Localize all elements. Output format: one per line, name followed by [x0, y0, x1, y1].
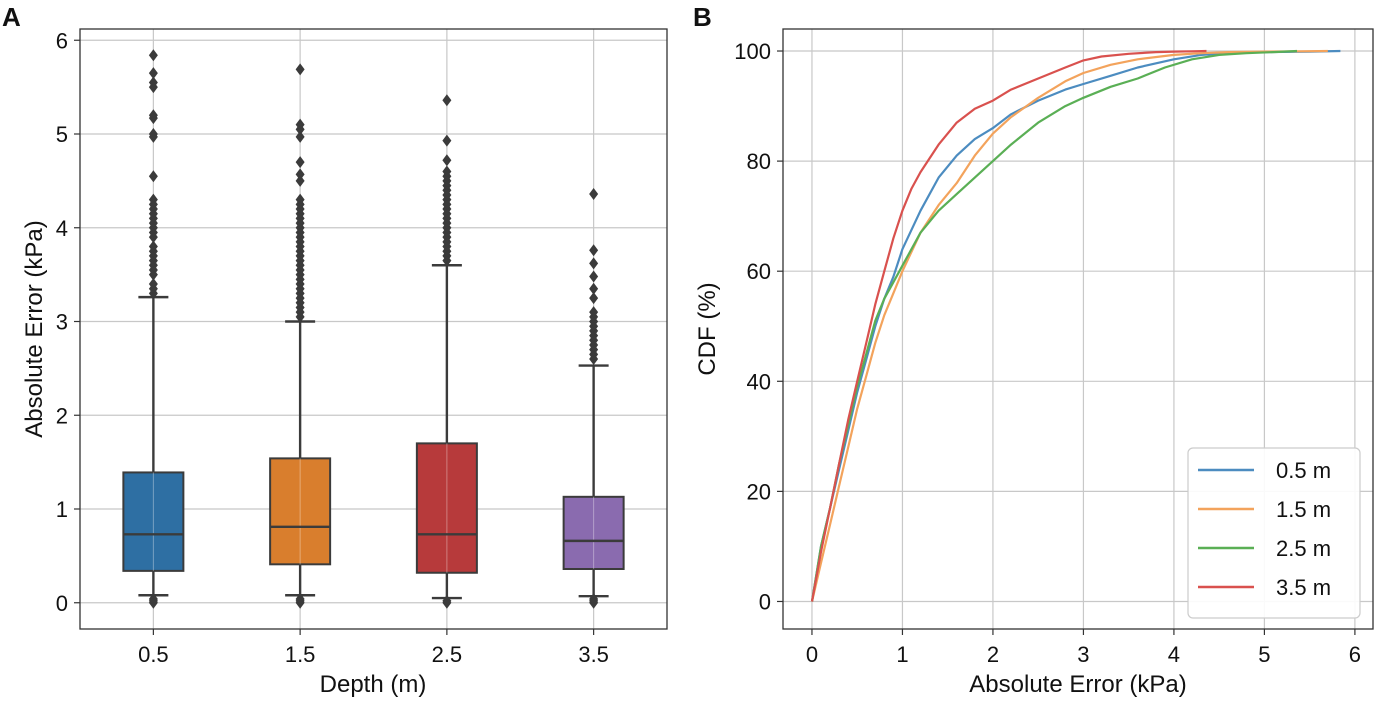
legend-box — [1187, 447, 1361, 619]
panel-b-legend: 0.5 m 1.5 m 2.5 m 3.5 m — [1187, 447, 1361, 619]
box-outlier-high — [442, 165, 452, 178]
legend-label: 1.5 m — [1276, 497, 1331, 522]
box-2.5 — [415, 94, 478, 609]
panel-a-xtick-label: 2.5 — [432, 642, 463, 667]
legend-label: 2.5 m — [1276, 536, 1331, 561]
panel-b-ytick-label: 20 — [747, 479, 771, 504]
box-outlier-low — [589, 593, 599, 605]
box-iqr — [122, 471, 185, 572]
box-outlier-low — [442, 594, 452, 607]
panel-b-ytick-label: 80 — [747, 149, 771, 174]
box-outlier-low — [148, 593, 158, 605]
panel-b-xtick-label: 2 — [987, 642, 999, 667]
panel-b-xtick-label: 4 — [1168, 642, 1180, 667]
box-outlier-high — [295, 130, 305, 143]
panel-a-xlabel: Depth (m) — [320, 671, 427, 698]
box-outlier-high — [295, 193, 305, 206]
panel-a-frame — [79, 28, 668, 630]
box-outlier-high — [148, 170, 158, 183]
box-iqr — [269, 457, 332, 566]
box-outlier-high — [148, 76, 158, 89]
panel-a-ytick-label: 6 — [56, 28, 68, 53]
panel-b-xtick-label: 0 — [806, 642, 818, 667]
cdf-line-0-5-m — [810, 49, 1341, 602]
panel-b-plot-area — [810, 49, 1341, 602]
box-outlier-high — [148, 49, 158, 62]
box-outlier-high — [589, 270, 599, 283]
box-outlier-high — [148, 278, 158, 290]
panel-a-xtick-label: 1.5 — [285, 642, 316, 667]
box-outlier-high — [295, 118, 305, 131]
panel-b-xtick-label: 5 — [1258, 642, 1270, 667]
panel-b-ytick-label: 40 — [747, 369, 771, 394]
box-outlier-high — [589, 244, 599, 257]
box-outlier-high — [148, 240, 158, 253]
panel-a-ylabel: Absolute Error (kPa) — [21, 220, 48, 437]
box-outlier-high — [442, 154, 452, 167]
panel-b-ytick-label: 60 — [747, 259, 771, 284]
panel-a-boxplot: A 0 1 2 3 4 5 6 0.5 1.5 2.5 3.5 Depth (m) Absolute… — [2, 2, 668, 698]
box-outlier-high — [589, 257, 599, 270]
box-outlier-high — [148, 109, 158, 122]
box-outlier-high — [589, 188, 599, 200]
cdf-line-3-5-m — [810, 49, 1207, 602]
box-outlier-high — [295, 63, 305, 76]
panel-a-letter: A — [2, 2, 21, 32]
box-iqr — [415, 442, 478, 574]
box-outlier-low — [295, 593, 305, 605]
panel-a-xtick-label: 0.5 — [138, 642, 169, 667]
box-3.5 — [562, 188, 625, 609]
panel-b-xlabel: Absolute Error (kPa) — [969, 671, 1186, 698]
panel-a-ticks: 0 1 2 3 4 5 6 0.5 1.5 2.5 3.5 — [56, 28, 609, 667]
box-0.5 — [122, 49, 185, 609]
panel-a-ytick-label: 2 — [56, 403, 68, 428]
box-outlier-high — [295, 174, 305, 187]
panel-b-xtick-label: 6 — [1349, 642, 1361, 667]
panel-b-ytick-label: 0 — [759, 589, 771, 614]
box-iqr — [562, 495, 625, 570]
panel-a-ytick-label: 0 — [56, 591, 68, 616]
box-outlier-high — [589, 292, 599, 305]
legend-label: 3.5 m — [1276, 575, 1331, 600]
box-outlier-high — [148, 128, 158, 140]
box-outlier-high — [589, 282, 599, 295]
box-outlier-high — [442, 134, 452, 147]
panel-b-cdf: B 0 20 40 60 80 100 0 1 2 3 4 5 6 0.5 m 1.5 m 2.5 m 3.5… — [693, 2, 1374, 698]
panel-b-letter: B — [693, 2, 712, 32]
panel-b-ytick-label: 100 — [734, 39, 771, 64]
panel-b-xtick-label: 3 — [1077, 642, 1089, 667]
box-outlier-high — [295, 156, 305, 169]
panel-b-ticks: 0 20 40 60 80 100 0 1 2 3 4 5 6 — [734, 39, 1361, 667]
panel-b-ylabel: CDF (%) — [694, 282, 721, 375]
box-outlier-high — [148, 193, 158, 206]
panel-a-ytick-label: 1 — [56, 497, 68, 522]
panel-a-ytick-label: 4 — [56, 216, 68, 241]
box-outlier-high — [148, 67, 158, 80]
cdf-line-2-5-m — [810, 49, 1298, 602]
panel-a-xtick-label: 3.5 — [578, 642, 609, 667]
box-1.5 — [269, 63, 332, 609]
panel-b-xtick-label: 1 — [896, 642, 908, 667]
panel-a-ytick-label: 3 — [56, 310, 68, 335]
box-outlier-high — [295, 168, 305, 181]
box-outlier-high — [442, 94, 452, 107]
panel-a-plot-area — [122, 49, 625, 609]
panel-b-frame — [782, 28, 1374, 630]
cdf-line-1-5-m — [810, 49, 1328, 602]
box-outlier-high — [589, 306, 599, 319]
legend-label: 0.5 m — [1276, 458, 1331, 483]
panel-a-ytick-label: 5 — [56, 122, 68, 147]
